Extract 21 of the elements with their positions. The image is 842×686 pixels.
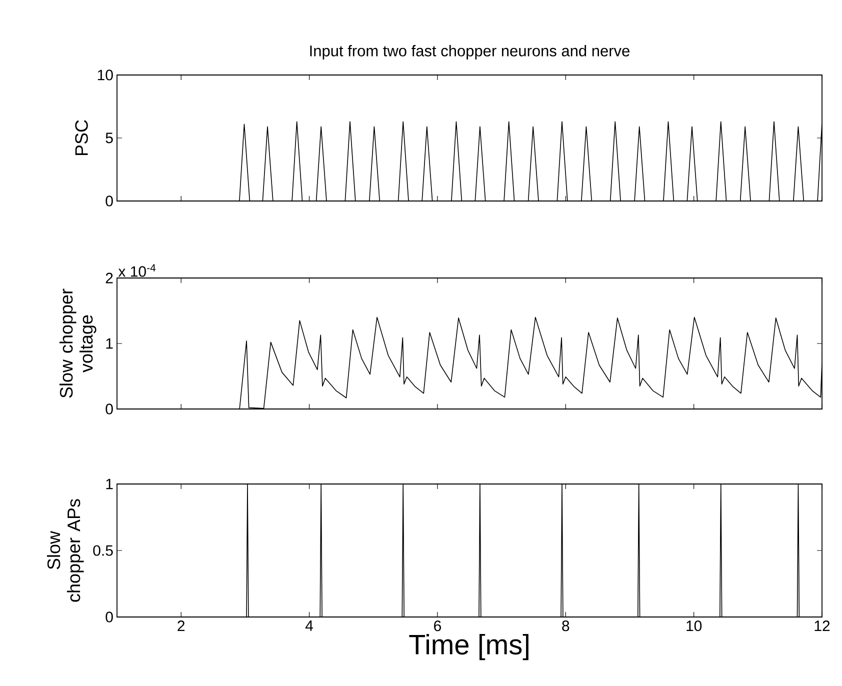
y-tick-label: 10 [98,70,113,80]
y-tick-label: 1 [106,338,113,349]
y-axis-title: Slow chopper voltage [59,288,96,398]
y-tick-label: 0 [106,612,113,622]
x-tick-label: 10 [686,620,702,632]
x-tick-label: 4 [305,620,314,631]
y-tick-label: 2 [106,272,113,284]
x-tick-label: 8 [562,620,570,632]
y-tick-label: 5 [106,132,113,144]
x-tick-label: 6 [434,620,441,632]
y-tick-label: 0.5 [93,545,113,556]
chart-title: Input from two fast chopper neurons and nerve [310,45,630,60]
y-tick-label: 0 [106,196,113,206]
x-tick-label: 12 [814,620,830,632]
y-tick-label: 1 [106,478,113,490]
x-axis-title: Time [ms] [409,634,528,660]
y-tick-label: 0 [106,404,113,414]
y-axis-title: Slow chopper APs [46,499,84,602]
y-axis-title: PSC [75,120,88,156]
text: x 10$^{-4}$ [118,264,156,277]
x-tick-label: 2 [178,620,185,632]
